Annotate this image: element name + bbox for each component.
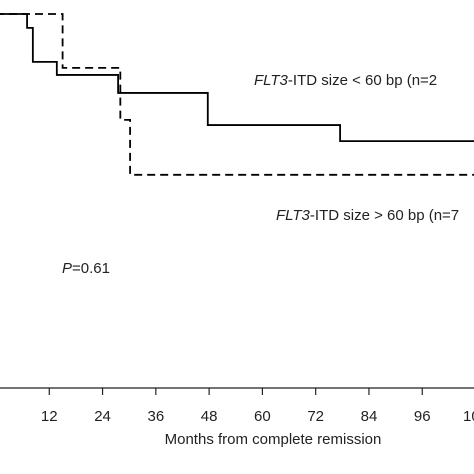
annotation-italic: FLT3 [254,72,289,89]
x-tick-label: 60 [254,408,271,425]
x-tick-label: 84 [361,408,378,425]
x-tick-label: 12 [41,408,58,425]
annotation-text: =0.61 [72,260,110,277]
annotation-text: -ITD size < 60 bp (n=2 [288,72,437,89]
x-tick-label: 96 [414,408,431,425]
annotation-italic: FLT3 [276,207,311,224]
x-tick-label: 36 [147,408,164,425]
x-tick-label: 108 [463,408,474,425]
annotation-italic: P [62,260,72,277]
annotation: FLT3-ITD size < 60 bp (n=2 [254,72,437,89]
survival-curve [0,13,474,143]
annotation: FLT3-ITD size > 60 bp (n=7 [276,207,459,224]
x-tick-label: 24 [94,408,111,425]
x-axis-label: Months from complete remission [165,431,382,448]
survival-curve [0,13,474,176]
annotation-text: -ITD size > 60 bp (n=7 [310,207,459,224]
x-tick-label: 72 [307,408,324,425]
annotation: P=0.61 [62,260,110,277]
x-tick-label: 48 [201,408,218,425]
